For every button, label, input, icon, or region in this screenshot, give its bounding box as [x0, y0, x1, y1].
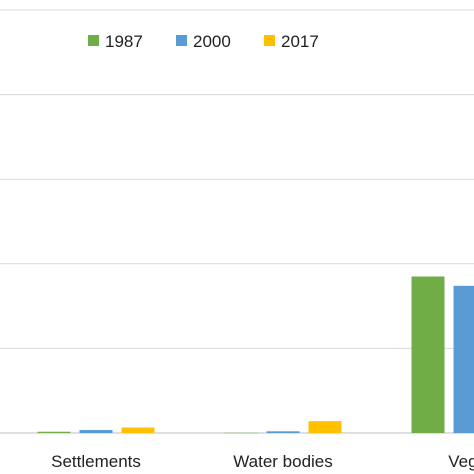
bar-water-bodies-2017: [308, 421, 342, 433]
bar-veget-2000: [453, 285, 474, 433]
legend-swatch-2000: [176, 35, 187, 46]
legend-label-1987: 1987: [105, 32, 143, 51]
bar-settlements-2017: [121, 427, 155, 433]
bar-settlements-1987: [37, 431, 71, 433]
bar-water-bodies-1987: [224, 432, 258, 434]
bar-veget-1987: [411, 276, 445, 433]
legend-label-2017: 2017: [281, 32, 319, 51]
bar-settlements-2000: [79, 430, 113, 433]
gridlines: [0, 9, 474, 434]
legend-swatch-2017: [264, 35, 275, 46]
bar-water-bodies-2000: [266, 431, 300, 433]
legend: 1987 2000 2017: [88, 32, 319, 51]
x-tick-label: Settlements: [51, 452, 141, 471]
legend-label-2000: 2000: [193, 32, 231, 51]
x-tick-label: Veget: [448, 452, 474, 471]
bars: [37, 276, 474, 434]
x-tick-label: Water bodies: [233, 452, 333, 471]
legend-swatch-1987: [88, 35, 99, 46]
x-axis-labels: Settlements Water bodies Veget: [51, 452, 474, 471]
